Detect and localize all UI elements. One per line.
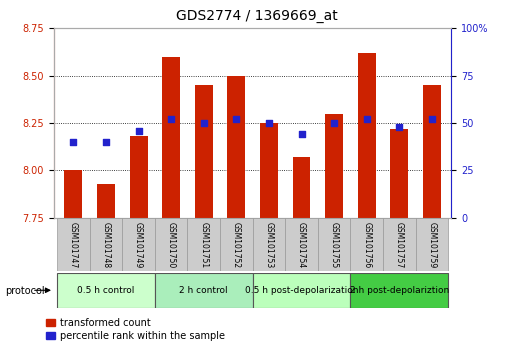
Point bbox=[134, 128, 143, 133]
Text: 2 h post-depolariztion: 2 h post-depolariztion bbox=[350, 286, 449, 295]
Text: GSM101748: GSM101748 bbox=[102, 222, 110, 268]
Bar bbox=[195, 85, 213, 218]
Bar bbox=[90, 218, 122, 271]
Text: GDS2774 / 1369669_at: GDS2774 / 1369669_at bbox=[175, 9, 338, 23]
Bar bbox=[285, 218, 318, 271]
Bar bbox=[416, 218, 448, 271]
Text: GSM101752: GSM101752 bbox=[232, 222, 241, 268]
Bar bbox=[292, 157, 310, 218]
Point bbox=[265, 120, 273, 126]
Text: GSM101759: GSM101759 bbox=[427, 222, 437, 268]
Bar bbox=[97, 184, 115, 218]
Text: GSM101756: GSM101756 bbox=[362, 222, 371, 268]
Bar bbox=[325, 114, 343, 218]
Bar bbox=[390, 129, 408, 218]
Point bbox=[298, 132, 306, 137]
Point bbox=[363, 116, 371, 122]
Bar bbox=[57, 273, 155, 308]
Text: GSM101749: GSM101749 bbox=[134, 222, 143, 268]
Bar bbox=[220, 218, 252, 271]
Bar bbox=[383, 218, 416, 271]
Text: GSM101753: GSM101753 bbox=[264, 222, 273, 268]
Bar bbox=[57, 218, 90, 271]
Bar bbox=[260, 123, 278, 218]
Point bbox=[428, 116, 436, 122]
Text: 0.5 h control: 0.5 h control bbox=[77, 286, 135, 295]
Legend: transformed count, percentile rank within the sample: transformed count, percentile rank withi… bbox=[46, 318, 225, 341]
Text: GSM101750: GSM101750 bbox=[167, 222, 175, 268]
Bar bbox=[350, 218, 383, 271]
Point bbox=[102, 139, 110, 145]
Point bbox=[330, 120, 338, 126]
Bar bbox=[318, 218, 350, 271]
Text: protocol: protocol bbox=[5, 286, 45, 296]
Text: GSM101754: GSM101754 bbox=[297, 222, 306, 268]
Bar bbox=[252, 218, 285, 271]
Bar bbox=[130, 136, 148, 218]
Point bbox=[200, 120, 208, 126]
Bar bbox=[65, 170, 83, 218]
Text: GSM101757: GSM101757 bbox=[395, 222, 404, 268]
Bar bbox=[155, 218, 187, 271]
Point bbox=[232, 116, 241, 122]
Text: 0.5 h post-depolarization: 0.5 h post-depolarization bbox=[245, 286, 358, 295]
Bar bbox=[423, 85, 441, 218]
Point bbox=[167, 116, 175, 122]
Bar bbox=[187, 218, 220, 271]
Bar bbox=[350, 273, 448, 308]
Text: GSM101751: GSM101751 bbox=[199, 222, 208, 268]
Bar bbox=[155, 273, 252, 308]
Bar bbox=[227, 76, 245, 218]
Text: 2 h control: 2 h control bbox=[180, 286, 228, 295]
Bar bbox=[358, 53, 376, 218]
Bar bbox=[122, 218, 155, 271]
Point bbox=[395, 124, 403, 130]
Text: GSM101747: GSM101747 bbox=[69, 222, 78, 268]
Bar bbox=[162, 57, 180, 218]
Point bbox=[69, 139, 77, 145]
Text: GSM101755: GSM101755 bbox=[330, 222, 339, 268]
Bar bbox=[252, 273, 350, 308]
